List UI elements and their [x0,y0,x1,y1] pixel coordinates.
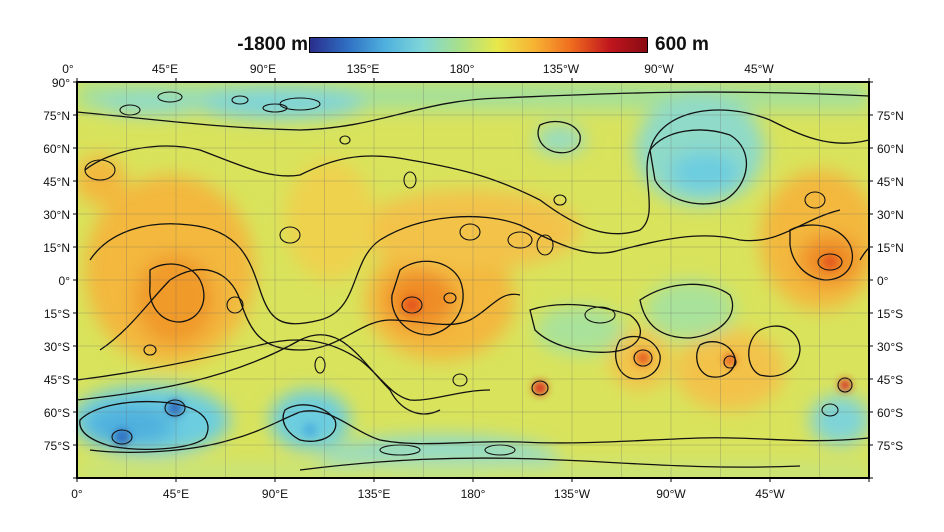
left-lat-label: 15°N [43,241,70,255]
elevation-field [77,82,869,478]
right-lat-label: 45°S [877,373,903,387]
top-lon-label: 45°E [152,62,178,76]
bottom-lon-label: 90°W [656,487,686,501]
left-lat-label: 30°S [44,340,70,354]
small-contours [84,91,853,456]
top-longitude-labels: 0° 45°E 90°E 135°E 180° 135°W 90°W 45°W [62,62,774,76]
left-latitude-labels: 90° 75°N 60°N 45°N 30°N 15°N 0° 15°S 30°… [43,76,70,453]
left-lat-label: 45°S [44,373,70,387]
left-lat-label: 75°S [44,439,70,453]
left-lat-label: 45°N [43,175,70,189]
bottom-lon-label: 45°W [755,487,785,501]
right-lat-label: 30°N [877,208,904,222]
bottom-lon-label: 90°E [262,487,288,501]
tick-marks [73,78,873,482]
top-lon-label: 90°E [250,62,276,76]
left-lat-label: 90° [52,76,70,90]
bottom-lon-label: 0° [71,487,83,501]
left-lat-label: 15°S [44,307,70,321]
graticule [77,82,869,478]
top-lon-label: 135°E [347,62,380,76]
bottom-lon-label: 135°E [358,487,391,501]
contour-lines [77,91,869,471]
left-lat-label: 75°N [43,109,70,123]
top-lon-label: 45°W [744,62,774,76]
top-lon-label: 0° [62,62,74,76]
right-lat-label: 0° [877,274,889,288]
bottom-longitude-labels: 0° 45°E 90°E 135°E 180° 135°W 90°W 45°W [71,487,785,501]
top-lon-label: 90°W [644,62,674,76]
left-lat-label: 30°N [43,208,70,222]
right-latitude-labels: 75°N 60°N 45°N 30°N 15°N 0° 15°S 30°S 45… [877,109,904,453]
colorbar-max-label: 600 m [655,34,709,55]
right-lat-label: 15°S [877,307,903,321]
right-lat-label: 75°N [877,109,904,123]
right-lat-label: 45°N [877,175,904,189]
right-lat-label: 60°S [877,406,903,420]
left-lat-label: 60°S [44,406,70,420]
right-lat-label: 75°S [877,439,903,453]
bottom-lon-label: 135°W [554,487,591,501]
colorbar-gradient [309,37,648,53]
colorbar: -1800 m 600 m [0,34,944,56]
colorbar-min-label: -1800 m [237,34,308,55]
bottom-lon-label: 45°E [163,487,189,501]
top-lon-label: 180° [450,62,475,76]
right-lat-label: 30°S [877,340,903,354]
left-lat-label: 60°N [43,142,70,156]
bottom-lon-label: 180° [461,487,486,501]
top-lon-label: 135°W [543,62,580,76]
right-lat-label: 15°N [877,241,904,255]
left-lat-label: 0° [59,274,71,288]
right-lat-label: 60°N [877,142,904,156]
